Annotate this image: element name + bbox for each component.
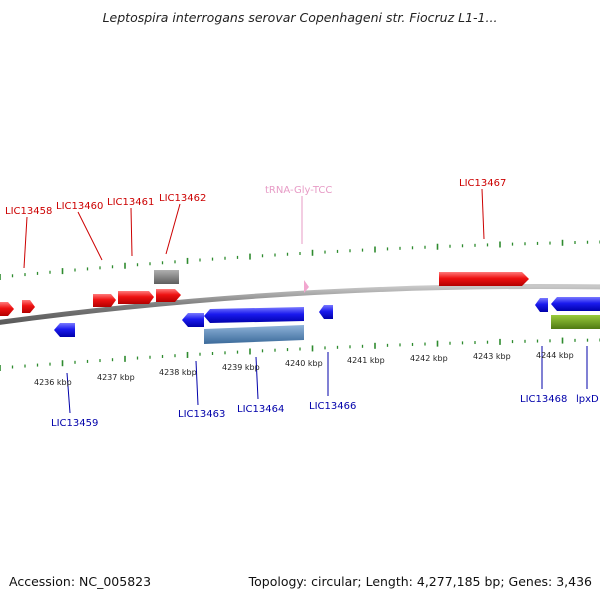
axis-label: 4237 kbp [97, 373, 135, 382]
gene-reverse-arrow[interactable] [54, 323, 75, 337]
axis-label: 4236 kbp [34, 378, 72, 387]
gene-forward-arrow[interactable] [156, 289, 181, 302]
lower-tick-row [0, 337, 600, 371]
gene-forward-arrow[interactable] [0, 302, 14, 316]
accession-info: Accession: NC_005823 [9, 574, 152, 589]
gene-reverse-arrow[interactable] [204, 307, 304, 323]
axis-label: 4241 kbp [347, 356, 385, 365]
feature-block[interactable] [551, 315, 600, 329]
pseudo-gene-block[interactable] [154, 270, 179, 284]
cds-block[interactable] [204, 325, 304, 344]
gene-label[interactable]: LIC13461 [107, 197, 154, 208]
gene-reverse-arrow[interactable] [551, 297, 600, 311]
gene-forward-arrow[interactable] [22, 300, 35, 313]
axis-label: 4244 kbp [536, 351, 574, 360]
gene-label[interactable]: LIC13466 [309, 401, 356, 412]
axis-label: 4240 kbp [285, 359, 323, 368]
trna-marker[interactable] [304, 280, 309, 293]
gene-label[interactable]: LIC13459 [51, 418, 98, 429]
gene-forward-arrow[interactable] [439, 272, 529, 286]
axis-label: 4239 kbp [222, 363, 260, 372]
forward-label-leaders [23, 188, 485, 269]
gene-forward-arrow[interactable] [93, 294, 116, 307]
axis-label: 4242 kbp [410, 354, 448, 363]
gene-label[interactable]: lpxD [576, 394, 599, 405]
gene-label[interactable]: LIC13462 [159, 193, 206, 204]
trna-label[interactable]: tRNA-Gly-TCC [265, 185, 332, 196]
topology-info: Topology: circular; Length: 4,277,185 bp… [248, 574, 592, 589]
gene-reverse-arrow[interactable] [535, 298, 548, 312]
reverse-label-leaders [66, 346, 588, 414]
gene-reverse-arrow[interactable] [319, 305, 333, 319]
axis-label: 4238 kbp [159, 368, 197, 377]
gene-label[interactable]: LIC13458 [5, 206, 52, 217]
gene-label[interactable]: LIC13468 [520, 394, 567, 405]
genome-backbone [0, 283, 600, 325]
gene-label[interactable]: LIC13467 [459, 178, 506, 189]
gene-label[interactable]: LIC13460 [56, 201, 103, 212]
genome-title: Leptospira interrogans serovar Copenhage… [102, 10, 498, 25]
gene-reverse-arrow[interactable] [182, 313, 204, 327]
gene-label[interactable]: LIC13464 [237, 404, 284, 415]
axis-label: 4243 kbp [473, 352, 511, 361]
gene-label[interactable]: LIC13463 [178, 409, 225, 420]
upper-tick-row [0, 239, 600, 280]
gene-forward-arrow[interactable] [118, 291, 154, 304]
